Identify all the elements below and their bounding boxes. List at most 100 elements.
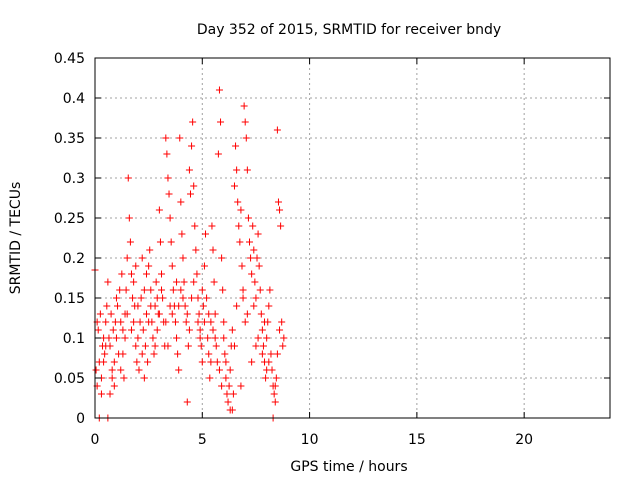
data-point [261,318,269,326]
data-point [196,326,204,334]
data-point [279,342,287,350]
data-point [205,310,213,318]
data-point [254,334,262,342]
x-tick-label: 10 [301,432,319,448]
data-point [265,302,273,310]
data-point [217,118,225,126]
data-point [134,334,142,342]
data-point [204,334,212,342]
data-point [119,350,127,358]
data-point [265,358,273,366]
data-point [158,270,166,278]
data-point [163,150,171,158]
data-point [207,318,215,326]
data-point [174,350,182,358]
data-point [255,262,263,270]
data-point [135,366,143,374]
data-point [270,390,278,398]
data-point [221,350,229,358]
data-point [236,238,244,246]
data-point [124,174,132,182]
data-points [91,86,288,422]
data-point [262,374,270,382]
y-tick-label: 0.25 [54,211,85,227]
data-point [110,358,118,366]
y-axis-label: SRMTID / TECUs [8,182,24,295]
data-point [197,342,205,350]
data-point [263,366,271,374]
data-point [199,302,207,310]
data-point [175,366,183,374]
data-point [233,166,241,174]
data-point [238,262,246,270]
data-point [130,278,138,286]
data-point [166,214,174,222]
data-point [247,254,255,262]
data-point [138,350,146,358]
data-point [183,310,191,318]
y-tick-label: 0.45 [54,51,85,67]
data-point [101,350,109,358]
data-point [116,286,124,294]
data-point [237,382,245,390]
data-point [277,222,285,230]
data-point [155,310,163,318]
data-point [188,142,196,150]
data-point [244,214,252,222]
data-point [214,150,222,158]
data-point [218,254,226,262]
data-point [240,102,248,110]
data-point [188,294,196,302]
data-point [185,326,193,334]
data-point [263,334,271,342]
data-point [250,246,258,254]
data-point [132,262,140,270]
data-point [230,342,238,350]
data-point [149,334,157,342]
plot-frame [94,57,611,419]
data-point [103,302,111,310]
data-point [252,342,260,350]
data-point [173,278,181,286]
data-point [150,350,158,358]
data-point [100,358,108,366]
data-point [141,342,149,350]
data-point [239,294,247,302]
data-point [164,174,172,182]
data-point [153,326,161,334]
data-point [190,278,198,286]
data-point [219,286,227,294]
data-point [185,166,193,174]
data-point [198,358,206,366]
data-point [168,310,176,318]
data-point [102,342,110,350]
data-point [155,206,163,214]
data-point [147,302,155,310]
data-point [234,198,242,206]
data-point [200,262,208,270]
data-point [139,326,147,334]
data-point [145,318,153,326]
data-point [169,286,177,294]
data-point [196,334,204,342]
data-point [117,318,125,326]
data-point [167,238,175,246]
data-point [272,374,280,382]
x-tick-label: 20 [515,432,533,448]
data-point [195,310,203,318]
data-point [146,246,154,254]
data-point [210,278,218,286]
data-point [276,206,284,214]
y-tick-label: 0.05 [54,371,85,387]
data-point [252,294,260,302]
data-point [125,214,133,222]
data-point [162,134,170,142]
data-point [207,358,215,366]
data-point [239,286,247,294]
data-point [119,326,127,334]
data-point [108,374,116,382]
data-point [112,294,120,302]
data-point [168,262,176,270]
